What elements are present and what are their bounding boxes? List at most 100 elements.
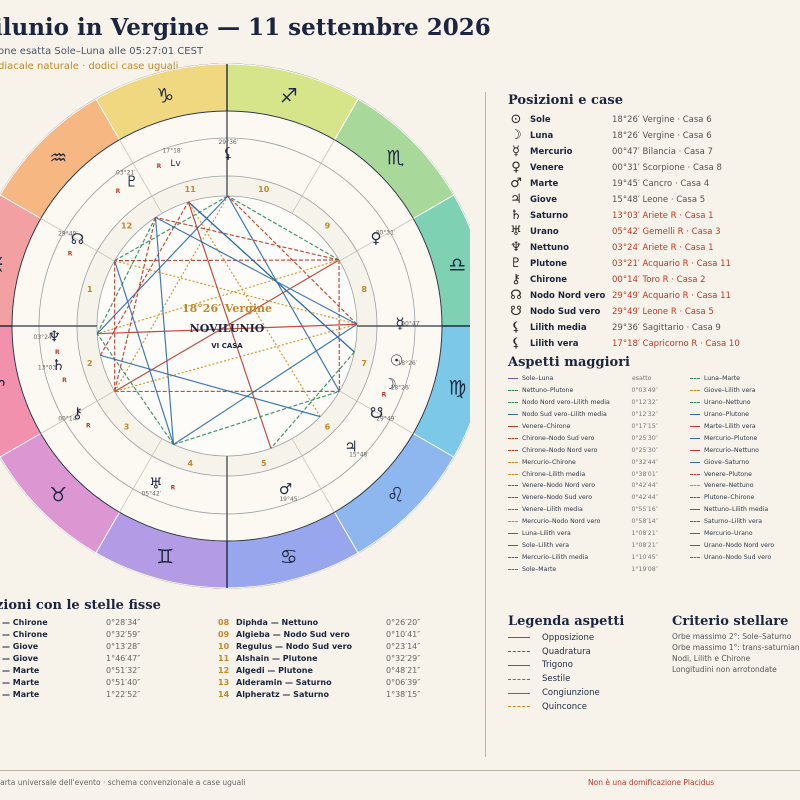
aspect-row: Mercurio–Urano <box>690 528 800 540</box>
aspect-line <box>155 216 340 261</box>
position-row: ♂ Marte 19°45′ Cancro · Casa 4 <box>508 176 798 192</box>
aspect-name: Venere–Chirone <box>521 423 571 430</box>
planet-name: Lilith media <box>530 323 587 333</box>
retrograde-marker: R <box>68 251 73 258</box>
aspect-line-icon <box>508 497 518 499</box>
position-row: ⚷ Chirone 00°14′ Toro R · Casa 2 <box>508 272 798 288</box>
aspect-name: Mercurio–Nettuno <box>704 446 759 454</box>
planet-name: Chirone <box>530 275 568 285</box>
aspect-line-icon <box>690 378 700 380</box>
house-number: 5 <box>261 459 267 468</box>
neptune-planet-icon: ♆ <box>48 327 61 345</box>
aspect-name: Urano–Nodo Sud vero <box>704 553 772 561</box>
aspect-line <box>155 216 358 325</box>
aspect-name: Nettuno–Plutone <box>521 387 574 395</box>
moon-planet-icon: ☽ <box>383 375 396 393</box>
star-row: — Marte 0°51′40″ <box>0 676 201 688</box>
mercury-planet-icon: ☿ <box>395 315 404 333</box>
planet-name: Marte <box>530 179 559 189</box>
legend-label: Opposizione <box>542 632 595 643</box>
aspect-line-icon <box>508 390 518 392</box>
aspect-orb: 0°42′44″ <box>631 494 659 502</box>
center-degree: 18°26′ Vergine <box>182 302 272 315</box>
planet-degree-label: 00°47′ <box>401 320 421 327</box>
aspect-orb: 0°58′14″ <box>631 518 659 526</box>
aspect-line-icon <box>690 497 700 499</box>
aspect-row: Venere–Chirone 0°17′15″ <box>508 421 658 433</box>
star-index: 09 <box>218 629 230 639</box>
star-pair: — Giove <box>2 653 39 663</box>
legend-heading: Legenda aspetti <box>508 614 625 629</box>
position-row: ♃ Giove 15°48′ Leone · Casa 5 <box>508 192 798 208</box>
uranus-planet-icon: ♅ <box>149 475 162 493</box>
legend-label: Quinconce <box>542 701 587 712</box>
aspect-row: Sole–Marte 1°19′08″ <box>508 563 658 575</box>
house-number: 7 <box>361 359 367 368</box>
house-number: 9 <box>325 222 331 231</box>
aspect-name: Urano–Plutone <box>704 411 749 419</box>
star-pair: Alshain — Plutone <box>236 653 318 663</box>
planet-degree-label: 15°48′ <box>349 451 369 458</box>
star-row: — Marte 0°51′32″ <box>0 664 201 676</box>
aspect-row: Nettuno–Lilith media <box>690 504 800 516</box>
aspect-line-icon <box>690 449 700 451</box>
planet-degree-label: 00°31′ <box>376 230 396 237</box>
aspect-name: Nodo Nord vero–Lilith media <box>521 399 610 407</box>
aspect-line-icon <box>508 426 518 427</box>
aspect-orb: 0°42′44″ <box>631 482 659 490</box>
planet-glyph-icon: ☊ <box>510 288 522 303</box>
star-index: 10 <box>218 641 230 651</box>
planet-position: 18°26′ Vergine · Casa 6 <box>612 131 712 141</box>
planet-glyph-icon: ☋ <box>510 304 522 319</box>
star-index: 08 <box>218 617 230 627</box>
house-cusp-line <box>339 218 414 262</box>
planet-degree-label: 29°49′ <box>58 230 78 237</box>
aspect-name: Venere–Nodo Sud vero <box>521 494 593 502</box>
star-orb: 0°06′39″ <box>386 677 421 687</box>
aspect-name: Luna–Lilith vera <box>521 530 571 538</box>
star-row: 08 Diphda — Nettuno 0°26′20″ <box>218 616 448 628</box>
criterion-line: Orbe massimo 2°: Sole–Saturno <box>672 632 792 641</box>
star-row: 11 Alshain — Plutone 0°32′29″ <box>218 652 448 664</box>
house-number: 6 <box>325 422 331 431</box>
position-row: ♆ Nettuno 03°24′ Ariete R · Casa 1 <box>508 240 798 256</box>
star-pair: — Giove <box>2 641 39 651</box>
aspect-name: Saturno–Lilith vera <box>704 518 763 526</box>
aspect-row: Mercurio–Lilith media 1°10′45″ <box>508 551 658 563</box>
planet-position: 00°14′ Toro R · Casa 2 <box>612 275 706 285</box>
aspect-line <box>96 195 229 335</box>
planet-degree-label: 17°18′ <box>162 147 182 154</box>
aspect-name: Mercurio–Nodo Nord vero <box>521 518 601 526</box>
legend-item: Trigono <box>508 659 600 673</box>
retrograde-marker: R <box>382 391 387 398</box>
positions-table: ⊙ Sole 18°26′ Vergine · Casa 6 ☽ Luna 18°… <box>508 112 798 352</box>
aspect-line <box>187 201 272 449</box>
aspect-line <box>187 201 355 353</box>
retrograde-marker: R <box>171 484 176 491</box>
aspect-row: Venere–Plutone <box>690 468 800 480</box>
aspect-name: Mercurio–Urano <box>704 530 753 538</box>
retrograde-marker: R <box>86 423 91 430</box>
planet-position: 00°47′ Bilancia · Casa 7 <box>612 147 713 157</box>
planet-name: Nodo Sud vero <box>530 307 601 317</box>
planet-degree-label: 19°45′ <box>279 496 299 503</box>
aspect-line-icon <box>690 473 700 475</box>
aspect-line-icon <box>508 485 518 487</box>
aspect-orb: 0°55′16″ <box>631 506 659 514</box>
aquarius-sign-icon: ♒ <box>49 145 67 169</box>
star-orb: 0°23′14″ <box>386 641 421 651</box>
aspect-line-icon <box>690 521 700 523</box>
retrograde-marker: R <box>116 188 121 195</box>
legend-item: Quinconce <box>508 700 600 714</box>
retrograde-marker: R <box>157 163 162 170</box>
star-orb: 1°38′15″ <box>386 689 421 699</box>
planet-degree-label: 00°14′ <box>58 416 78 423</box>
aspect-row: Mercurio–Nodo Nord vero 0°58′14″ <box>508 516 658 528</box>
center-title: NOVILUNIO <box>190 322 265 335</box>
aspect-line-icon <box>690 414 700 416</box>
taurus-sign-icon: ♉ <box>49 483 67 507</box>
planet-name: Giove <box>530 195 558 205</box>
house-cusp-line <box>119 438 163 513</box>
aspect-line <box>99 201 189 356</box>
planet-position: 13°03′ Ariete R · Casa 1 <box>612 211 714 221</box>
